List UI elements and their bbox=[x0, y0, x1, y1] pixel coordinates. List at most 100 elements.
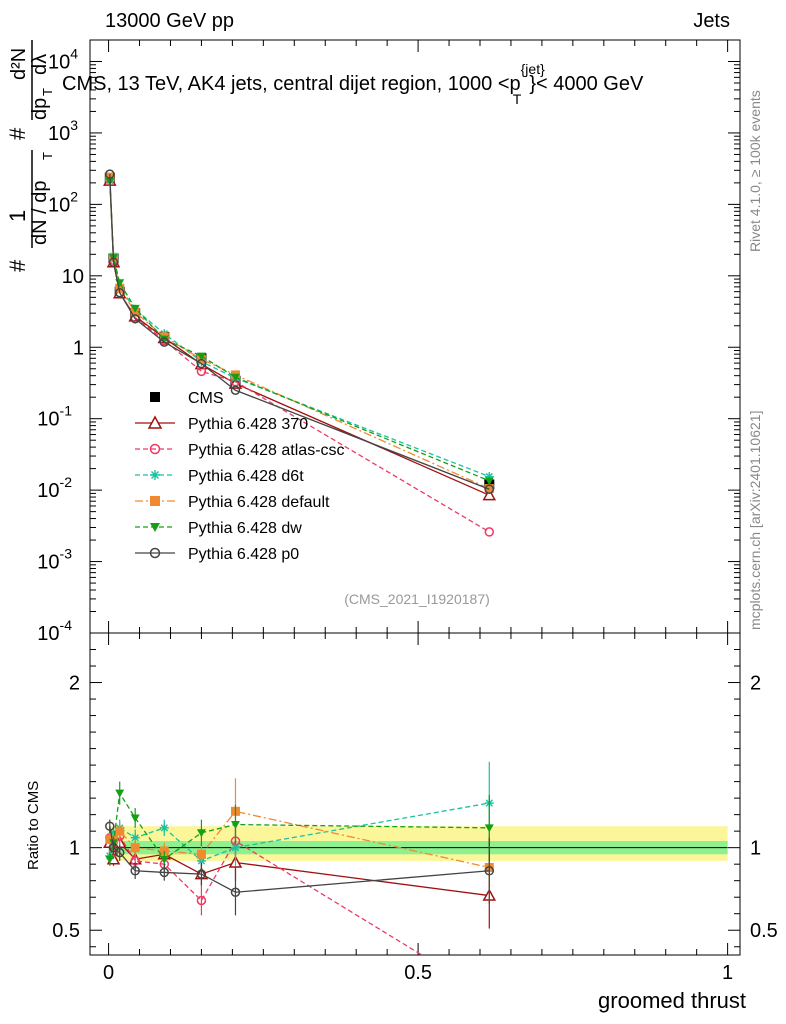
legend-marker-CMS bbox=[150, 392, 160, 402]
category-label: Jets bbox=[693, 10, 730, 32]
ratio-point-p0 bbox=[484, 866, 495, 876]
legend-label-p370: Pythia 6.428 370 bbox=[188, 416, 308, 433]
main-panel: 10-4 10-3 10-2 10-1 1 10 102 103 104 bbox=[37, 40, 740, 645]
ratio-y-axis-label: Ratio to CMS bbox=[25, 781, 42, 870]
ratio-point-default bbox=[130, 843, 140, 853]
ratio-line-p0 bbox=[109, 826, 490, 893]
ratio-point-dw bbox=[115, 789, 125, 798]
x-tick-label: 1 bbox=[722, 962, 733, 984]
main-point-atlas bbox=[484, 527, 495, 537]
mcplots-label: mcplots.cern.ch [arXiv:2401.10621] bbox=[747, 411, 763, 630]
rivet-version-label: Rivet 4.1.0, ≥ 100k events bbox=[747, 90, 763, 252]
ratio-line-dw bbox=[109, 791, 490, 861]
analysis-title-end: }< 4000 GeV bbox=[529, 73, 644, 95]
main-y-axis-label: # 1 dN / dp T # d²N dp T dλ bbox=[5, 40, 55, 272]
main-y-tick-label: 103 bbox=[48, 117, 78, 145]
legend-label-dw: Pythia 6.428 dw bbox=[188, 520, 302, 537]
ratio-point-default bbox=[196, 849, 206, 859]
main-point-p0 bbox=[108, 257, 119, 267]
main-point-p0 bbox=[130, 314, 140, 324]
legend: CMS Pythia 6.428 370 Pythia 6.428 atlas-cs… bbox=[135, 390, 345, 563]
ratio-point-atlas bbox=[485, 992, 493, 1000]
main-point-p0 bbox=[230, 385, 241, 396]
legend-label-p0: Pythia 6.428 p0 bbox=[188, 546, 299, 563]
energy-label: 13000 GeV pp bbox=[105, 10, 234, 32]
ratio-point-p0 bbox=[108, 842, 119, 853]
ratio-y-tick-label: 1 bbox=[69, 838, 80, 860]
legend-label-atlas: Pythia 6.428 atlas-csc bbox=[188, 442, 345, 459]
main-y-tick-label: 1 bbox=[73, 337, 84, 359]
ylabel-t-sub-2: T bbox=[40, 88, 55, 96]
main-line-dw bbox=[109, 181, 490, 482]
ratio-point-p0 bbox=[196, 869, 207, 879]
main-point-p370 bbox=[482, 488, 497, 501]
legend-marker-p370 bbox=[147, 415, 163, 429]
legend-label-default: Pythia 6.428 default bbox=[188, 494, 330, 511]
ratio-point-dw bbox=[196, 829, 206, 838]
ratio-y-tick-label-right: 0.5 bbox=[750, 920, 778, 942]
ratio-point-dw bbox=[130, 814, 140, 823]
analysis-title-superscript: {jet} bbox=[521, 61, 545, 77]
ylabel-one: 1 bbox=[5, 210, 30, 222]
ylabel-dlambda: dλ bbox=[29, 54, 51, 75]
ratio-point-p0 bbox=[130, 866, 140, 876]
ratio-point-d6t bbox=[109, 828, 119, 838]
ratio-point-dw bbox=[230, 821, 240, 830]
ratio-y-tick-label-right: 2 bbox=[750, 673, 761, 695]
ratio-line-atlas bbox=[109, 834, 424, 955]
legend-marker-d6t bbox=[150, 470, 160, 480]
ylabel-dp: dp bbox=[29, 98, 51, 120]
legend-marker-default bbox=[150, 496, 160, 506]
analysis-title-main: CMS, 13 TeV, AK4 jets, central dijet reg… bbox=[62, 73, 521, 95]
ratio-point-p0 bbox=[159, 867, 170, 878]
ratio-panel-frame bbox=[89, 632, 741, 956]
main-y-tick-label: 10-3 bbox=[37, 546, 72, 574]
legend-label-d6t: Pythia 6.428 d6t bbox=[188, 468, 304, 485]
ylabel-hash-1: # bbox=[5, 259, 30, 272]
main-y-tick-label: 10-2 bbox=[37, 474, 72, 502]
main-line-atlas bbox=[109, 178, 490, 533]
ratio-point-d6t bbox=[130, 833, 140, 843]
main-panel-frame bbox=[89, 39, 741, 634]
ratio-panel: 0.5 0.5 1 1 2 2 0 0.5 1 bbox=[52, 633, 778, 1000]
analysis-title-subscript: T bbox=[513, 91, 522, 107]
x-axis-label: groomed thrust bbox=[598, 988, 746, 1013]
ratio-point-default bbox=[115, 826, 125, 836]
ratio-point-dw bbox=[484, 824, 494, 833]
ratio-series-group bbox=[103, 761, 497, 1000]
ylabel-dn-dp: dN / dp bbox=[29, 181, 51, 245]
ratio-y-tick-label: 2 bbox=[69, 673, 80, 695]
main-point-p0 bbox=[114, 287, 125, 298]
x-tick-label: 0.5 bbox=[404, 962, 432, 984]
ylabel-d2n: d²N bbox=[8, 48, 30, 80]
x-tick-label: 0 bbox=[103, 962, 114, 984]
ratio-y-tick-label-right: 1 bbox=[750, 838, 761, 860]
ylabel-t-sub-1: T bbox=[40, 152, 55, 160]
main-point-dw bbox=[196, 352, 206, 361]
ylabel-hash-2: # bbox=[5, 127, 30, 140]
ratio-point-d6t bbox=[159, 823, 169, 833]
main-point-p0 bbox=[484, 484, 495, 494]
main-y-tick-label: 10 bbox=[62, 266, 84, 288]
ratio-point-d6t bbox=[230, 843, 240, 853]
main-point-p0 bbox=[105, 169, 115, 179]
ratio-point-dw bbox=[105, 855, 115, 864]
ratio-point-p0 bbox=[230, 887, 241, 898]
main-line-p0 bbox=[109, 174, 490, 490]
legend-marker-dw bbox=[150, 523, 160, 532]
ratio-point-p0 bbox=[105, 821, 115, 831]
main-point-dw bbox=[130, 304, 140, 313]
ratio-point-p0 bbox=[114, 847, 125, 858]
ratio-point-atlas bbox=[196, 895, 207, 906]
ratio-point-dw bbox=[159, 855, 169, 864]
analysis-tag: (CMS_2021_I1920187) bbox=[344, 591, 490, 607]
main-y-tick-label: 10-4 bbox=[37, 617, 72, 645]
legend-label-CMS: CMS bbox=[188, 390, 224, 407]
main-point-d6t bbox=[484, 472, 494, 482]
analysis-title: CMS, 13 TeV, AK4 jets, central dijet reg… bbox=[62, 61, 644, 107]
main-y-tick-label: 104 bbox=[48, 46, 78, 74]
main-y-tick-label: 102 bbox=[48, 188, 78, 216]
legend-marker-atlas bbox=[149, 443, 161, 455]
main-point-dw bbox=[230, 373, 240, 382]
